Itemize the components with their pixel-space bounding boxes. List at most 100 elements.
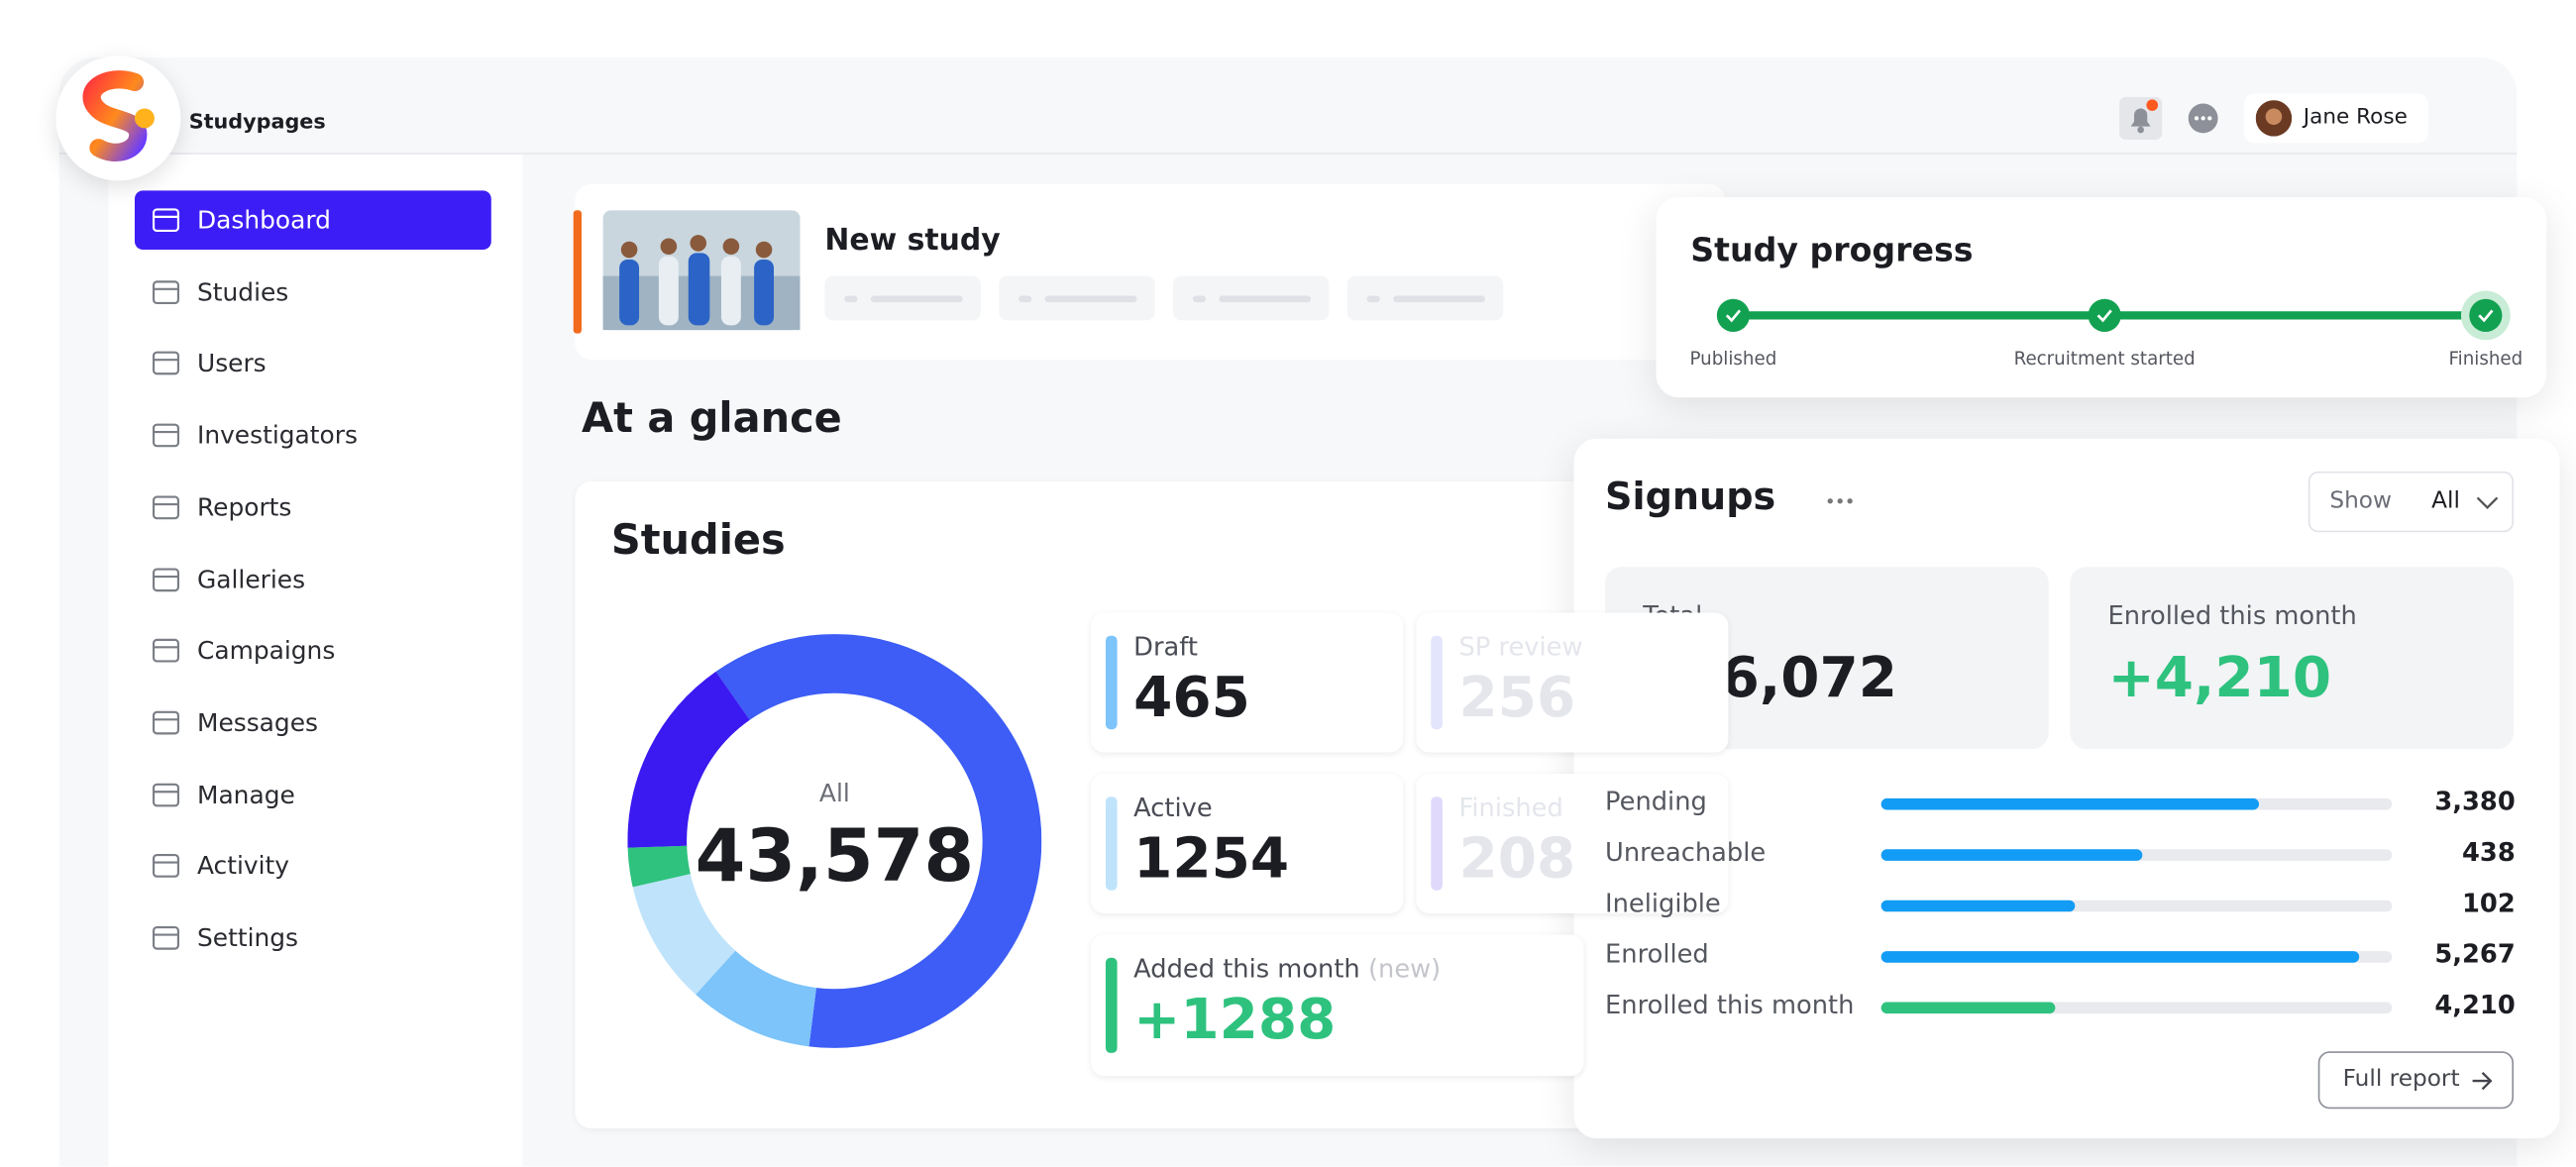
- nav-label: Activity: [196, 851, 290, 882]
- arrow-icon: [2472, 1071, 2493, 1091]
- row-label: Ineligible: [1605, 889, 1721, 918]
- row-track: [1880, 797, 2393, 810]
- icon-shape: [152, 567, 179, 591]
- section-title: At a glance: [582, 393, 842, 443]
- donut-label: All: [818, 778, 850, 808]
- row-value: 438: [2462, 837, 2516, 868]
- stat-bar: [1431, 796, 1443, 891]
- row-fill: [1880, 951, 2359, 963]
- more-button[interactable]: [1824, 492, 1857, 509]
- nav-item[interactable]: Studies: [135, 263, 491, 322]
- nav-item[interactable]: Users: [135, 334, 491, 393]
- nav-label: Settings: [196, 922, 299, 953]
- nav-icon: [152, 854, 179, 879]
- row-fill: [1880, 1002, 2055, 1014]
- nav-label: Dashboard: [196, 205, 331, 236]
- icon-shape: [152, 208, 179, 233]
- stat-value: 256: [1458, 665, 1576, 731]
- stat-bar: [1105, 957, 1118, 1053]
- nav-label: Galleries: [196, 564, 306, 594]
- stat-card: Active 1254: [1091, 774, 1404, 913]
- avatar: [2255, 100, 2293, 137]
- nav-icon: [152, 352, 179, 375]
- accent: [573, 210, 583, 334]
- row-value: 5,267: [2434, 939, 2516, 970]
- logo[interactable]: [55, 55, 181, 181]
- check: [2478, 309, 2494, 323]
- icon-shape: [152, 495, 179, 519]
- progress-track: Published Recruitment started Finished: [1690, 290, 2523, 370]
- notifications-button[interactable]: [2119, 96, 2163, 140]
- nav-item[interactable]: Manage: [135, 765, 491, 824]
- nav-icon: [152, 710, 179, 735]
- donut-total: 43,578: [695, 814, 975, 900]
- step-dot: [2088, 298, 2121, 332]
- nav-label: Users: [196, 349, 267, 379]
- row-fill: [1880, 849, 2142, 861]
- row-value: 4,210: [2434, 990, 2516, 1020]
- step-dot: [2469, 298, 2503, 332]
- nav-item[interactable]: Reports: [135, 477, 491, 537]
- row-value: 102: [2462, 889, 2516, 918]
- logo-mark: [82, 70, 155, 161]
- signups-card: [1573, 438, 2560, 1139]
- donut-segment: [627, 634, 1042, 1048]
- nav-icon: [152, 279, 179, 304]
- stat-label: Draft: [1133, 632, 1198, 662]
- nav-icon: [152, 208, 179, 233]
- step-label: Recruitment started: [2014, 349, 2196, 370]
- icon-shape: [152, 783, 179, 806]
- stat-bar: [1105, 635, 1118, 730]
- filter-dropdown[interactable]: Show All: [2308, 471, 2515, 533]
- icon-shape: [152, 352, 179, 375]
- nav-item[interactable]: Galleries: [135, 550, 491, 609]
- messages-button[interactable]: [2185, 100, 2220, 136]
- study-photo: [602, 210, 801, 331]
- card-title: Study progress: [1690, 230, 1974, 269]
- step-dot: [1716, 298, 1750, 332]
- nav-item[interactable]: Messages: [135, 693, 491, 753]
- stat-card: Finished 208: [1416, 774, 1729, 913]
- full-report-button[interactable]: Full report: [2317, 1051, 2515, 1110]
- nav-icon: [152, 783, 179, 806]
- stat-label: Added this month (new): [1133, 954, 1441, 984]
- nav-item[interactable]: Campaigns: [135, 621, 491, 681]
- step-label: Published: [1690, 349, 1777, 370]
- placeholder: [824, 275, 981, 321]
- stat-bar: [1105, 796, 1118, 891]
- new-study-title: New study: [824, 223, 1001, 259]
- brand-name: Studypages: [188, 108, 326, 134]
- nav-item[interactable]: Activity: [135, 837, 491, 897]
- placeholder: [1172, 275, 1330, 321]
- month-box: [2070, 567, 2515, 750]
- nav-label: Studies: [196, 276, 289, 307]
- icon-shape: [152, 279, 179, 304]
- nav-label: Messages: [196, 707, 318, 738]
- row-track: [1880, 849, 2393, 861]
- row-label: Enrolled: [1605, 939, 1709, 970]
- check: [2096, 309, 2112, 323]
- nav-icon: [152, 495, 179, 519]
- nav-label: Reports: [196, 492, 292, 522]
- stat-label: SP review: [1458, 632, 1582, 662]
- nav-label: Investigators: [196, 420, 358, 451]
- stat-note: (new): [1367, 954, 1442, 985]
- nav-label: Manage: [196, 779, 295, 809]
- stat-label-text: Added this month: [1133, 954, 1360, 985]
- button-label: Full report: [2342, 1066, 2460, 1093]
- nav-item[interactable]: Dashboard: [134, 190, 491, 251]
- nav-icon: [152, 567, 179, 591]
- stat-value: +1288: [1133, 987, 1337, 1053]
- nav-item[interactable]: Investigators: [135, 406, 491, 466]
- stat-card: Draft 465: [1091, 612, 1404, 753]
- stat-label: Finished: [1458, 794, 1562, 823]
- step-label: Finished: [2449, 349, 2523, 370]
- row-label: Enrolled this month: [1605, 990, 1855, 1020]
- row-fill: [1880, 797, 2260, 810]
- nav-item[interactable]: Settings: [135, 908, 491, 968]
- nav-icon: [152, 423, 179, 448]
- icon-shape: [152, 854, 179, 879]
- filter-value: All: [2431, 487, 2460, 515]
